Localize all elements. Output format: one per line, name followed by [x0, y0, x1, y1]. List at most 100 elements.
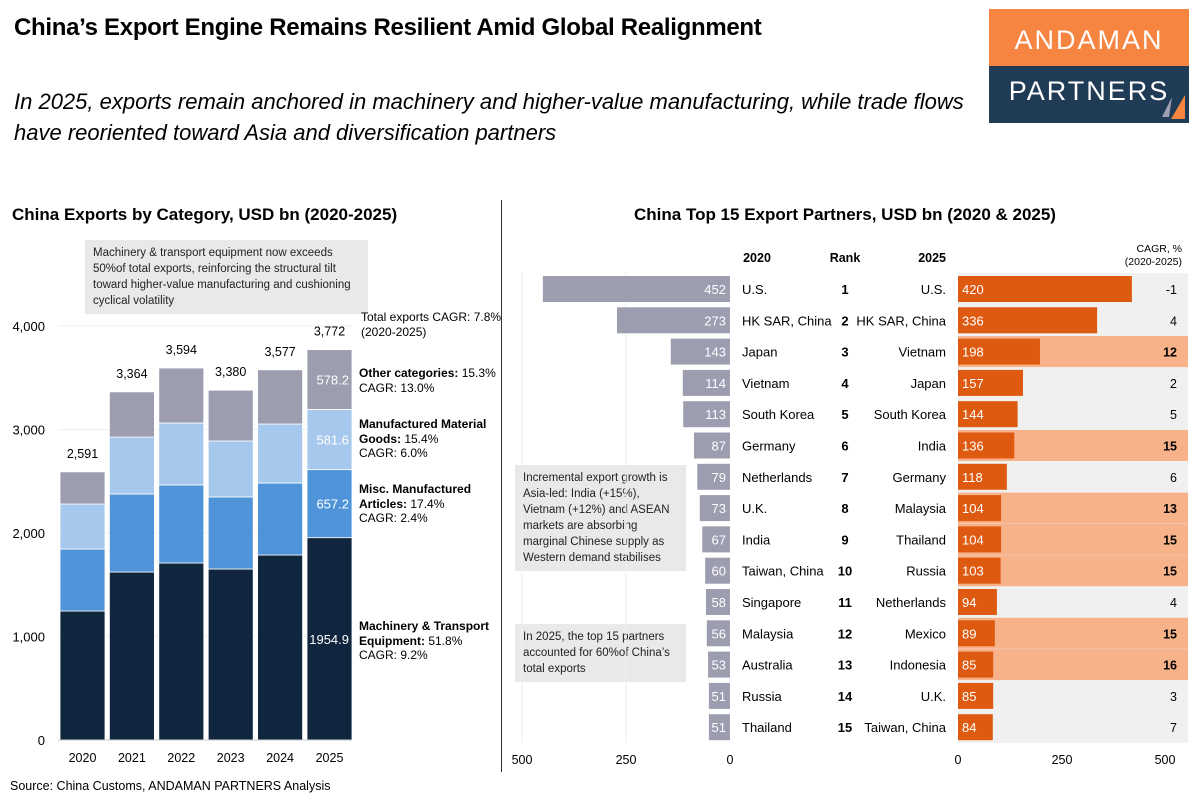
- side-label-other: Other categories: 15.3% CAGR: 13.0%: [359, 366, 496, 395]
- bar-2020: [708, 714, 730, 741]
- value-2025: 104: [962, 532, 984, 547]
- partner-2020: Japan: [742, 345, 777, 360]
- x-tick-label-2025: 0: [955, 753, 962, 767]
- rank: 4: [841, 376, 849, 391]
- logo: ANDAMAN PARTNERS: [989, 9, 1189, 123]
- bar-segment-2022-1: [158, 484, 205, 564]
- left-chart-title: China Exports by Category, USD bn (2020-…: [12, 205, 398, 224]
- bar-2025: [958, 589, 997, 615]
- partner-2025: Russia: [906, 564, 947, 579]
- bar-segment-2023-2: [207, 440, 254, 498]
- partner-2020: Singapore: [742, 595, 801, 610]
- bar-segment-2020-2: [59, 503, 106, 550]
- bar-2025: [958, 369, 1023, 396]
- value-2025: 118: [962, 470, 983, 485]
- bar-2025: [958, 557, 1001, 584]
- bar-segment-2022-2: [158, 422, 205, 486]
- value-2025: 157: [962, 376, 984, 391]
- value-2020: 79: [712, 470, 726, 485]
- y-tick-label: 2,000: [12, 526, 45, 541]
- total-label: 3,380: [215, 365, 246, 379]
- cagr-value: 15: [1163, 565, 1177, 579]
- bar-segment-2025-2: [306, 409, 353, 471]
- partner-2020: Russia: [742, 689, 783, 704]
- partner-2025: Taiwan, China: [864, 720, 946, 735]
- x-tick-label-2020: 0: [727, 753, 734, 767]
- cagr-value: 12: [1163, 346, 1177, 360]
- side-label-machinery: Machinery & Transport Equipment: 51.8% CA…: [359, 619, 490, 662]
- partner-2025: Indonesia: [890, 658, 947, 673]
- value-2025: 104: [962, 501, 984, 516]
- total-cagr-line2: (2020-2025): [361, 324, 427, 339]
- source-note: Source: China Customs, ANDAMAN PARTNERS …: [10, 779, 331, 793]
- header-2025: 2025: [918, 251, 946, 265]
- rank: 14: [838, 689, 853, 704]
- right-chart-title: China Top 15 Export Partners, USD bn (20…: [634, 205, 1056, 224]
- value-2020: 53: [712, 658, 726, 673]
- bar-2020: [693, 432, 730, 459]
- value-2025: 336: [962, 313, 984, 328]
- partner-2020: Netherlands: [742, 470, 813, 485]
- bar-2020: [708, 651, 730, 678]
- share-note: In 2025, the top 15 partners accounted f…: [515, 624, 686, 682]
- partner-2025: U.S.: [921, 282, 946, 297]
- x-tick-label-2025: 250: [1052, 753, 1073, 767]
- rank: 15: [838, 720, 852, 735]
- cagr-value: 16: [1163, 659, 1177, 673]
- partner-2020: Thailand: [742, 720, 792, 735]
- value-2025: 85: [962, 658, 976, 673]
- value-2020: 51: [712, 720, 726, 735]
- value-2025: 94: [962, 595, 976, 610]
- partner-2020: Vietnam: [742, 376, 789, 391]
- rank: 11: [838, 595, 852, 610]
- rank: 10: [838, 564, 852, 579]
- partner-2025: Mexico: [905, 626, 946, 641]
- value-2020: 273: [704, 313, 726, 328]
- value-2020: 87: [712, 439, 726, 454]
- bar-2025: [958, 495, 1002, 522]
- bar-segment-2025-3: [306, 349, 353, 410]
- value-2025: 84: [962, 720, 976, 735]
- cagr-value: 4: [1170, 314, 1177, 328]
- bar-segment-2020-0: [59, 610, 106, 741]
- cagr-value: 2: [1170, 377, 1177, 391]
- value-2025: 144: [962, 407, 984, 422]
- value-2020: 113: [705, 407, 726, 422]
- bar-segment-2023-1: [207, 496, 254, 570]
- divider: [501, 200, 502, 772]
- bar-segment-2024-1: [257, 482, 304, 556]
- cagr-value: 4: [1170, 596, 1177, 610]
- value-2025: 420: [962, 282, 984, 297]
- bar-2025: [958, 526, 1002, 553]
- page-subtitle: In 2025, exports remain anchored in mach…: [14, 89, 964, 145]
- rank: 2: [841, 313, 848, 328]
- total-label: 3,364: [116, 367, 147, 381]
- logo-line2: PARTNERS: [989, 66, 1189, 123]
- bar-2025: [958, 682, 994, 709]
- x-tick-label-2025: 500: [1155, 753, 1176, 767]
- x-tick-label: 2023: [217, 751, 245, 765]
- partner-2020: Germany: [742, 439, 796, 454]
- bar-segment-2021-1: [109, 493, 155, 573]
- total-label: 3,594: [166, 343, 197, 357]
- value-2025: 198: [962, 345, 984, 360]
- value-2020: 73: [712, 501, 726, 516]
- value-2020: 56: [712, 626, 726, 641]
- bar-2025: [958, 401, 1018, 428]
- bar-segment-2023-0: [207, 568, 254, 741]
- bar-2020: [708, 682, 730, 709]
- value-2025: 85: [962, 689, 976, 704]
- bar-2020: [683, 401, 730, 428]
- total-cagr-label: Total exports CAGR: 7.8% (2020-2025): [361, 310, 501, 339]
- partner-2020: HK SAR, China: [742, 313, 832, 328]
- partner-2020: U.S.: [742, 282, 767, 297]
- rank: 9: [841, 532, 848, 547]
- total-label: 3,577: [264, 345, 295, 359]
- bar-segment-2025-0: [306, 537, 353, 741]
- bar-2020: [682, 369, 730, 396]
- rank: 8: [841, 501, 848, 516]
- cagr-value: 3: [1170, 690, 1177, 704]
- partner-2020: India: [742, 532, 771, 547]
- bar-2020: [697, 463, 730, 490]
- rank: 1: [841, 282, 848, 297]
